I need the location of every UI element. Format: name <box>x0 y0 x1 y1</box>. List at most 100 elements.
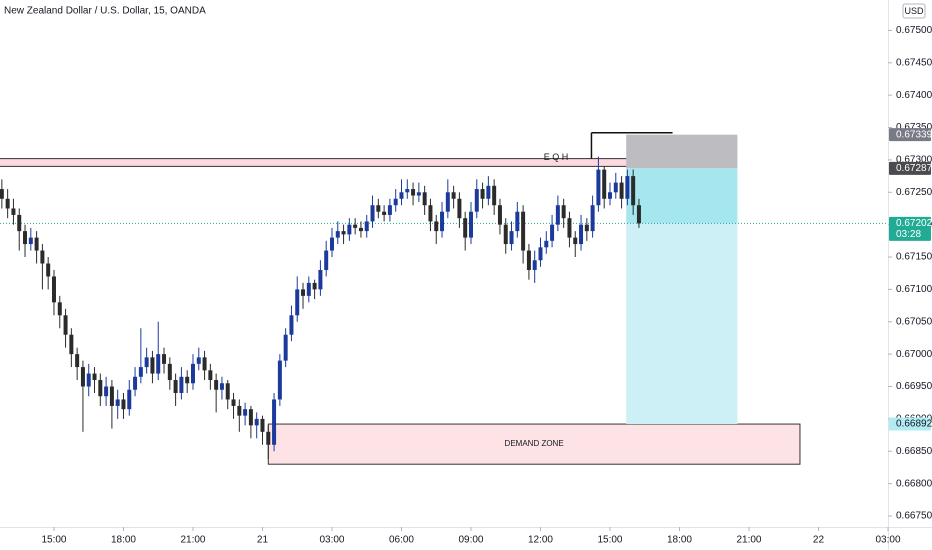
candle-body <box>69 334 74 355</box>
candle-body <box>631 176 636 206</box>
candle-body <box>387 205 392 215</box>
candle-body <box>428 205 433 222</box>
candle-body <box>573 237 578 245</box>
candle-body <box>451 192 456 199</box>
candle-body <box>28 237 33 245</box>
entry-label: 0.67287 <box>896 163 932 174</box>
candle-body <box>364 221 369 232</box>
candle-body <box>156 354 161 374</box>
candle-body <box>214 380 219 390</box>
candle-body <box>11 208 16 215</box>
candle-body <box>75 354 80 368</box>
candle-body <box>509 231 514 245</box>
candle-body <box>196 357 201 364</box>
y-tick-label: 0.66800 <box>896 478 932 489</box>
x-tick-label: 22 <box>813 535 825 546</box>
candle-body <box>474 189 479 212</box>
candle-body <box>248 409 253 426</box>
candle-body <box>503 224 508 245</box>
candle-body <box>526 250 531 270</box>
candle-body <box>596 169 601 206</box>
candle-body <box>463 218 468 238</box>
y-tick-label: 0.67300 <box>896 155 932 166</box>
axes: 0.675000.674500.674000.673500.673000.672… <box>41 25 932 546</box>
open-profit-zone <box>626 168 738 224</box>
current-price-countdown: 03:28 <box>896 229 921 240</box>
demand-zone <box>267 423 801 465</box>
candle-body <box>567 218 572 238</box>
candle-body <box>150 357 155 374</box>
y-tick-label: 0.67000 <box>896 349 932 360</box>
target-badge <box>889 417 931 431</box>
candle-body <box>607 192 612 199</box>
resistance-label: E Q H <box>544 152 569 162</box>
candle-body <box>619 182 624 199</box>
candle-body <box>266 431 271 445</box>
candle-body <box>237 405 242 416</box>
y-tick-label: 0.67150 <box>896 252 932 263</box>
x-tick-label: 21:00 <box>180 535 205 546</box>
candle-body <box>0 189 4 199</box>
candle-body <box>538 247 543 261</box>
y-tick-label: 0.67450 <box>896 57 932 68</box>
plot-area: E Q H DEMAND ZONE <box>0 131 888 465</box>
candle-body <box>492 185 497 206</box>
candle-body <box>555 205 560 225</box>
candle-body <box>80 367 85 387</box>
candle-body <box>295 289 300 316</box>
candle-body <box>306 282 311 296</box>
candle-body <box>468 211 473 238</box>
candle-body <box>329 237 334 251</box>
candle-body <box>602 169 607 199</box>
y-tick-label: 0.67100 <box>896 284 932 295</box>
candle-body <box>173 380 178 393</box>
x-tick-label: 18:00 <box>667 535 692 546</box>
candle-body <box>521 211 526 251</box>
x-tick-label: 09:00 <box>458 535 483 546</box>
candle-body <box>272 399 277 445</box>
target-label: 0.66892 <box>896 419 932 430</box>
x-tick-label: 06:00 <box>389 535 414 546</box>
candle-body <box>243 409 248 416</box>
candle-body <box>225 383 230 400</box>
y-tick-label: 0.66850 <box>896 446 932 457</box>
candle-body <box>162 354 167 364</box>
candle-body <box>121 399 126 410</box>
candle-body <box>445 192 450 212</box>
candle-body <box>399 192 404 199</box>
candle-body <box>382 211 387 215</box>
candle-body <box>532 260 537 270</box>
demand-zone-label: DEMAND ZONE <box>505 439 564 448</box>
candle-body <box>324 250 329 270</box>
candle-body <box>416 192 421 196</box>
candle-body <box>40 250 45 264</box>
candle-body <box>434 221 439 232</box>
currency-box[interactable] <box>902 3 926 19</box>
chart-title: New Zealand Dollar / U.S. Dollar, 15, OA… <box>4 6 206 17</box>
candle-body <box>480 189 485 199</box>
candle-body <box>301 289 306 296</box>
stop-zone <box>626 134 738 169</box>
candle-body <box>254 418 259 426</box>
candle-body <box>208 370 213 381</box>
current-price-label: 0.67202 <box>896 218 932 229</box>
candle-body <box>144 357 149 368</box>
x-tick-label: 03:00 <box>319 535 344 546</box>
candle-body <box>393 198 398 206</box>
candle-body <box>179 376 184 393</box>
y-tick-label: 0.66950 <box>896 381 932 392</box>
currency-label[interactable]: USD <box>904 6 924 16</box>
candle-body <box>405 189 410 193</box>
entry-badge <box>889 161 931 175</box>
candle-body <box>86 373 91 387</box>
candle-body <box>92 373 97 381</box>
candle-body <box>23 231 28 245</box>
resistance-box <box>0 158 715 167</box>
candle-body <box>289 315 294 335</box>
candle-body <box>625 176 630 199</box>
y-tick-label: 0.67500 <box>896 25 932 36</box>
x-tick-label: 21:00 <box>736 535 761 546</box>
candle-body <box>561 205 566 219</box>
